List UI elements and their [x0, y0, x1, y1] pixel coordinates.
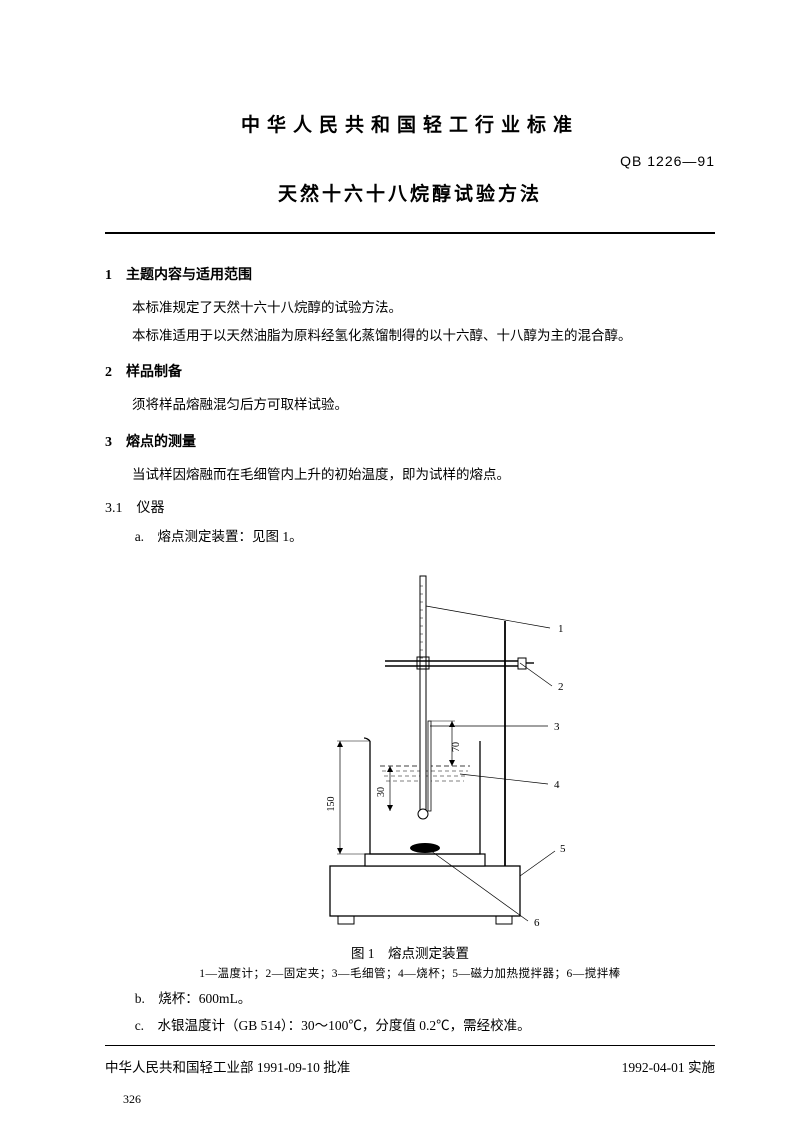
figure-1: 150 30 70 1 2 3 4 5 6 图	[105, 566, 715, 981]
document-title: 天然十六十八烷醇试验方法	[105, 179, 715, 206]
footer-rule	[105, 1045, 715, 1046]
label-3: 3	[554, 721, 560, 733]
item-b: b. 烧杯：600mL。	[105, 987, 715, 1011]
apparatus-diagram: 150 30 70 1 2 3 4 5 6	[220, 566, 600, 936]
page-number: 326	[123, 1092, 715, 1107]
standard-code: QB 1226—91	[620, 153, 715, 169]
header-row: QB 1226—91 天然十六十八烷醇试验方法	[105, 179, 715, 206]
label-4: 4	[554, 779, 560, 791]
section-1-para-2: 本标准适用于以天然油脂为原料经氢化蒸馏制得的以十六醇、十八醇为主的混合醇。	[105, 324, 715, 348]
section-1-para-1: 本标准规定了天然十六十八烷醇的试验方法。	[105, 296, 715, 320]
section-3-para-1: 当试样因熔融而在毛细管内上升的初始温度，即为试样的熔点。	[105, 463, 715, 487]
section-1-heading: 1 主题内容与适用范围	[105, 264, 715, 284]
section-2-heading: 2 样品制备	[105, 361, 715, 381]
header-rule	[105, 232, 715, 234]
label-6: 6	[534, 917, 540, 929]
section-2-para-1: 须将样品熔融混匀后方可取样试验。	[105, 393, 715, 417]
header-org: 中华人民共和国轻工行业标准	[105, 110, 715, 137]
section-3-heading: 3 熔点的测量	[105, 431, 715, 451]
label-1: 1	[558, 623, 564, 635]
footer-row: 中华人民共和国轻工业部 1991-09-10 批准 1992-04-01 实施	[105, 1056, 715, 1076]
figure-caption: 图 1 熔点测定装置	[105, 942, 715, 962]
dim-70: 70	[451, 742, 462, 752]
dim-150: 150	[326, 797, 337, 812]
item-a: a. 熔点测定装置：见图 1。	[105, 525, 715, 549]
section-3-1-heading: 3.1 仪器	[105, 497, 715, 517]
label-5: 5	[560, 843, 566, 855]
figure-legend: 1—温度计；2—固定夹；3—毛细管；4—烧杯；5—磁力加热搅拌器；6—搅拌棒	[105, 965, 715, 981]
implementation-text: 1992-04-01 实施	[622, 1056, 715, 1076]
label-2: 2	[558, 681, 564, 693]
approval-text: 中华人民共和国轻工业部 1991-09-10 批准	[105, 1056, 350, 1076]
item-c: c. 水银温度计（GB 514）：30～100℃，分度值 0.2℃，需经校准。	[105, 1014, 715, 1038]
dim-30: 30	[376, 787, 387, 797]
